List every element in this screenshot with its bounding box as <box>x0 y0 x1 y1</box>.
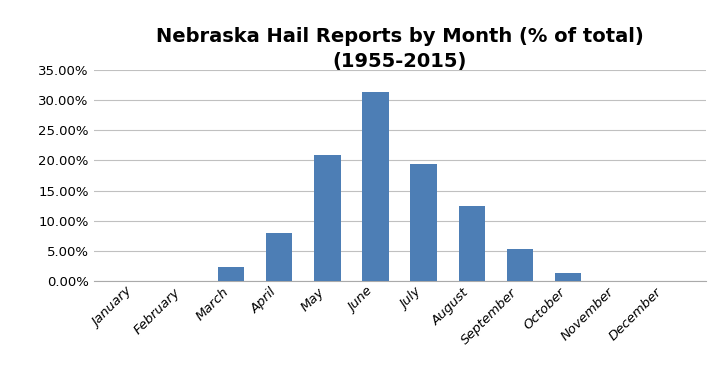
Bar <box>410 164 437 281</box>
Text: Nebraska Hail Reports by Month (% of total)
(1955-2015): Nebraska Hail Reports by Month (% of tot… <box>156 27 644 71</box>
Bar <box>459 206 485 281</box>
Bar <box>507 249 534 281</box>
Bar <box>362 92 389 281</box>
Bar <box>217 267 244 281</box>
Bar <box>314 155 341 281</box>
Bar <box>555 273 582 281</box>
Bar <box>266 233 292 281</box>
